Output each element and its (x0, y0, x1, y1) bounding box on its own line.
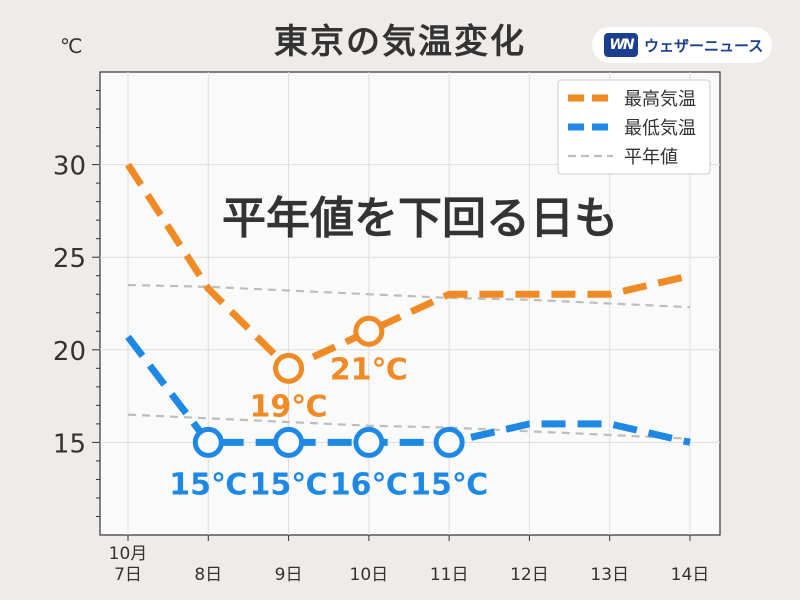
brand-logo-icon: WN (604, 33, 638, 57)
x-tick-label: 11日 (430, 565, 469, 585)
normal-temperature-line (127, 283, 691, 309)
y-axis-unit: ℃ (60, 34, 83, 58)
legend-entry: 最高気温 (624, 89, 696, 110)
x-tick-label: 14日 (671, 565, 710, 585)
y-tick-label: 25 (53, 244, 86, 274)
legend-box (557, 79, 711, 175)
x-tick-label: 9日 (275, 565, 303, 585)
y-tick-label: 30 (53, 152, 86, 182)
data-label: 21℃ (330, 352, 408, 387)
legend-entry: 平年値 (624, 147, 678, 168)
y-tick-label: 15 (53, 429, 86, 459)
highlight-marker (433, 426, 465, 458)
data-label: 15℃ (250, 467, 328, 502)
x-tick-label: 13日 (590, 565, 629, 585)
x-tick-label: 10月 7日 (109, 544, 148, 585)
x-tick-label: 12日 (510, 565, 549, 585)
data-label: 15℃ (169, 467, 247, 502)
x-tick-label: 10日 (350, 565, 389, 585)
chart-title: 東京の気温変化 (274, 22, 526, 62)
data-label: 19℃ (250, 389, 328, 424)
highlight-marker (353, 315, 385, 347)
legend-entry: 最低気温 (624, 118, 696, 139)
data-label: 15℃ (410, 467, 488, 502)
chart-annotation: 平年値を下回る日も (222, 193, 618, 244)
series-line-max (125, 162, 691, 372)
highlight-marker (192, 426, 224, 458)
normal-temperature-line (127, 413, 691, 440)
x-tick-label: 8日 (194, 565, 222, 585)
highlight-marker (353, 426, 385, 458)
highlight-marker (273, 352, 305, 384)
brand-name: ウェザーニュース (644, 36, 764, 55)
brand-badge: WN ウェザーニュース (592, 27, 772, 63)
data-label: 16℃ (330, 467, 408, 502)
highlight-marker (273, 426, 305, 458)
y-tick-label: 20 (53, 337, 86, 367)
